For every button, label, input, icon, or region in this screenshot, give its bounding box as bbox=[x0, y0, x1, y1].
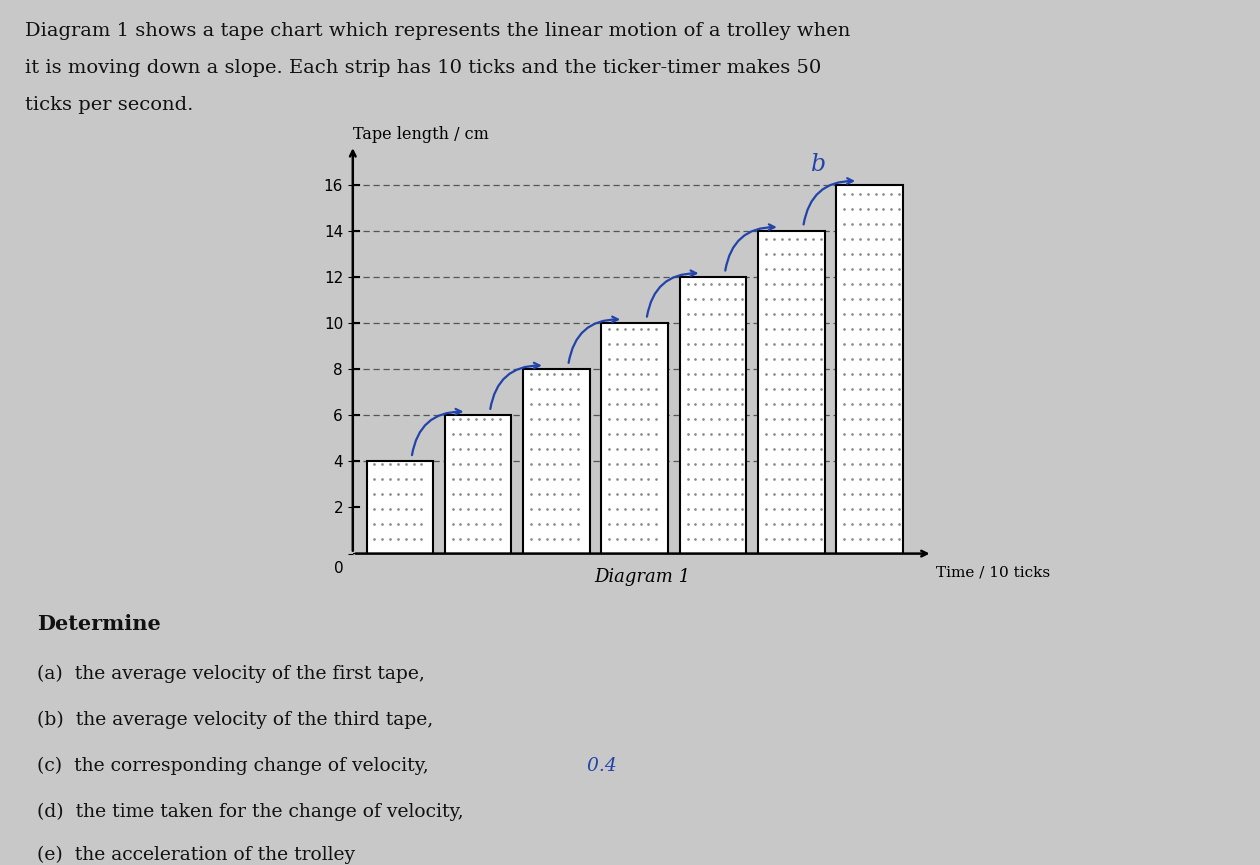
Text: ticks per second.: ticks per second. bbox=[25, 96, 193, 114]
Text: Diagram 1: Diagram 1 bbox=[595, 568, 690, 586]
Text: Time / 10 ticks: Time / 10 ticks bbox=[936, 565, 1051, 580]
Bar bbox=[837, 184, 903, 554]
Bar bbox=[680, 277, 746, 554]
Text: (e)  the acceleration of the trolley: (e) the acceleration of the trolley bbox=[38, 846, 355, 864]
Text: Determine: Determine bbox=[38, 614, 161, 634]
Text: (a)  the average velocity of the first tape,: (a) the average velocity of the first ta… bbox=[38, 665, 425, 683]
Bar bbox=[759, 231, 825, 554]
Bar bbox=[601, 323, 668, 554]
Text: (b)  the average velocity of the third tape,: (b) the average velocity of the third ta… bbox=[38, 711, 433, 729]
Bar bbox=[367, 461, 433, 554]
Text: (c)  the corresponding change of velocity,: (c) the corresponding change of velocity… bbox=[38, 757, 430, 775]
Text: it is moving down a slope. Each strip has 10 ticks and the ticker-timer makes 50: it is moving down a slope. Each strip ha… bbox=[25, 59, 822, 77]
Text: Tape length / cm: Tape length / cm bbox=[353, 126, 489, 143]
Text: Diagram 1 shows a tape chart which represents the linear motion of a trolley whe: Diagram 1 shows a tape chart which repre… bbox=[25, 22, 851, 40]
Text: 0: 0 bbox=[334, 561, 344, 575]
Bar bbox=[523, 369, 590, 554]
Text: b: b bbox=[811, 153, 827, 176]
Text: 0.4: 0.4 bbox=[581, 757, 616, 775]
Text: (d)  the time taken for the change of velocity,: (d) the time taken for the change of vel… bbox=[38, 803, 464, 821]
Bar bbox=[445, 415, 512, 554]
